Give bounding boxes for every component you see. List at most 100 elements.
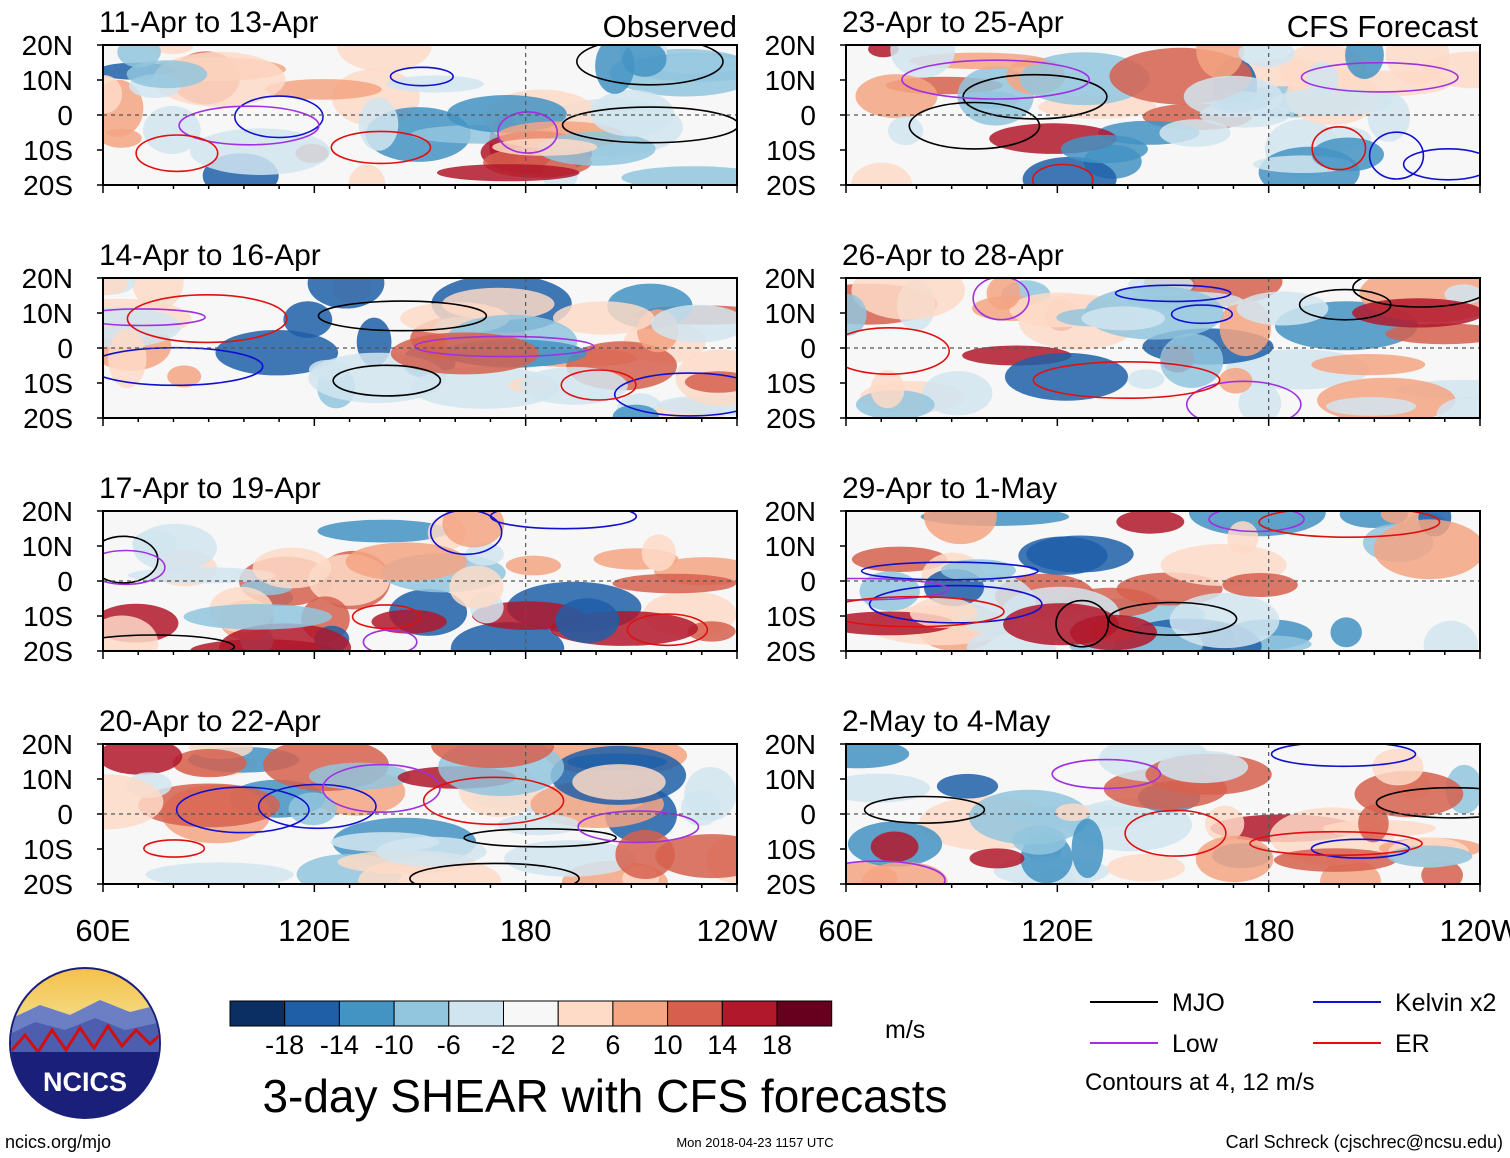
contour-mjo [332,364,442,397]
shading-blob [431,744,555,769]
shading-blob [1160,333,1224,388]
observed-label: Observed [603,9,737,44]
shading-blob [684,371,737,393]
contour-mjo [1375,786,1480,819]
colorbar-swatch [284,1000,340,1027]
contour-mjo [1298,288,1392,321]
contour-kelvin-x2 [489,511,638,530]
shading-blob [1218,367,1253,394]
contour-er [560,369,637,401]
shading-blob [940,559,1016,582]
colorbar-swatch [721,1000,778,1027]
contour-er [126,294,288,344]
contour-kelvin-x2 [1170,304,1233,325]
x-tick-label: 60E [75,913,130,948]
y-tick-label: 10S [766,834,816,865]
y-tick-label: 10S [766,601,816,632]
contour-mjo [908,101,1041,150]
figure-title: 3-day SHEAR with CFS forecasts [262,1070,947,1122]
shading-blob [441,287,555,321]
contour-er [143,839,206,858]
y-tick-label: 20S [766,869,816,900]
legend-label: Low [1172,1030,1219,1058]
shading-blob [1205,805,1245,842]
contour-er [1258,511,1441,538]
shading-blob [1271,87,1392,116]
shading-blob [1311,354,1426,376]
contour-mjo [561,106,737,144]
contour-er [1124,809,1227,857]
y-tick-label: 10S [23,834,73,865]
shading-blob [1236,291,1329,326]
contour-low [362,629,418,651]
contour-kelvin-x2 [613,372,737,417]
contour-low [178,105,320,146]
contour-low [1185,380,1302,418]
shading-blob [1107,853,1185,882]
contour-low [1208,511,1305,533]
shading-blob [283,301,333,338]
colorbar-swatch [612,1000,669,1027]
colorbar-label: -2 [491,1030,515,1060]
contour-low [1300,61,1459,93]
contour-mjo [409,862,580,884]
shading-blob [641,534,676,572]
contour-low [577,810,700,844]
shading-blob [1195,835,1274,883]
footer-center: Mon 2018-04-23 1157 UTC [676,1135,833,1150]
contour-er [422,776,565,826]
y-tick-label: 0 [57,100,73,131]
contour-low [321,763,441,814]
contour-low [103,549,166,586]
shading-blob [1022,156,1117,185]
shading-blob [103,744,183,775]
shading-blob [1127,369,1165,390]
contour-low [972,278,1030,321]
contour-low [901,59,1091,100]
shading-blob [655,834,737,879]
panel-title: 23-Apr to 25-Apr [842,6,1064,39]
forecast-label: CFS Forecast [1287,9,1479,44]
units-label: m/s [885,1016,925,1044]
shading-blob [1380,511,1420,525]
shading-blob [1372,748,1424,786]
colorbar: -18 -14 -10 -6 -2 2 6 10 14 18 [229,1000,833,1060]
y-tick-label: 20N [22,496,73,527]
y-tick-label: 0 [57,333,73,364]
shading-blob [969,848,1025,869]
shading-blob [890,45,956,78]
y-tick-label: 10S [23,368,73,399]
shading-blob [986,278,1021,310]
shading-blob [288,792,337,826]
shading-blob [621,166,737,185]
shading-blob [390,332,539,375]
contour-kelvin-x2 [1310,838,1411,859]
contour-low [414,335,595,358]
y-tick-label: 10S [766,368,816,399]
shading-blob [1326,397,1416,416]
contour-note: Contours at 4, 12 m/s [1085,1069,1314,1096]
panel-title: 17-Apr to 19-Apr [99,472,321,505]
shading-blob [936,773,999,799]
shading-blob [348,164,386,185]
shading-blob [1055,803,1091,821]
y-tick-label: 0 [800,100,816,131]
contour-kelvin-x2 [1114,284,1232,303]
y-tick-label: 20S [23,403,73,434]
panel-title: 11-Apr to 13-Apr [99,6,319,39]
shading-blob [870,831,919,863]
shading-blob [386,75,484,93]
shading-blob [1330,617,1362,648]
contour-mjo [576,45,724,86]
shading-blob [172,748,247,778]
shading-blob [132,530,178,558]
contour-er [1032,360,1221,399]
shading-blob [922,371,993,416]
colorbar-label: 18 [762,1030,792,1060]
shading-blob [1387,845,1473,868]
y-tick-label: 0 [57,799,73,830]
contour-low [103,308,206,327]
shading-blob [1060,134,1148,164]
x-tick-label: 120W [1440,913,1510,948]
panel-title: 29-Apr to 1-May [842,472,1057,505]
